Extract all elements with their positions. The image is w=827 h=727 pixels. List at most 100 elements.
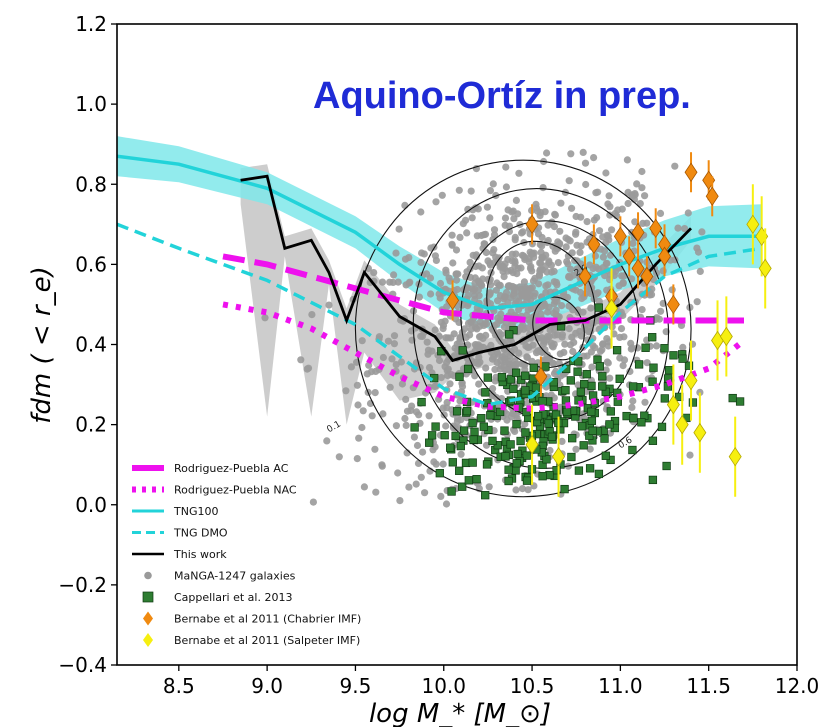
manga-point: [474, 277, 483, 285]
manga-point: [698, 228, 706, 236]
manga-point: [583, 218, 591, 226]
cappellari-point: [562, 407, 572, 417]
manga-point: [602, 366, 610, 374]
manga-point: [558, 437, 566, 445]
manga-point: [502, 410, 511, 418]
manga-point: [582, 180, 590, 189]
manga-point: [360, 483, 368, 491]
manga-point: [489, 249, 497, 257]
chabrier-point: [705, 186, 719, 206]
chabrier-point: [446, 290, 460, 311]
x-tick-label: 9.0: [251, 674, 283, 698]
cappellari-point: [504, 465, 513, 474]
manga-point: [605, 338, 613, 346]
cappellari-point: [648, 436, 658, 445]
manga-point: [521, 255, 529, 264]
cappellari-point: [587, 381, 596, 391]
cappellari-point: [576, 387, 585, 396]
manga-point: [402, 421, 410, 429]
cappellari-point: [481, 388, 490, 397]
manga-point: [593, 317, 601, 325]
cappellari-point: [447, 487, 456, 496]
manga-point: [448, 240, 456, 248]
manga-point: [297, 356, 305, 364]
cappellari-point: [462, 406, 472, 416]
manga-point: [572, 230, 580, 238]
manga-point: [510, 215, 518, 223]
manga-point: [501, 221, 509, 229]
cappellari-point: [477, 414, 486, 423]
manga-point: [363, 370, 371, 378]
manga-point: [427, 290, 435, 298]
manga-point: [508, 250, 516, 258]
cappellari-point: [506, 375, 515, 384]
cappellari-point: [678, 354, 687, 363]
manga-point: [486, 281, 495, 289]
manga-point: [693, 298, 701, 306]
manga-point: [606, 374, 614, 382]
cappellari-point: [495, 407, 505, 417]
manga-point: [527, 305, 535, 313]
manga-point: [606, 211, 614, 219]
legend-label: Rodriguez-Puebla AC: [174, 462, 289, 475]
cappellari-point: [483, 373, 492, 382]
manga-point: [540, 340, 548, 348]
manga-point: [587, 304, 595, 312]
manga-point: [620, 356, 629, 364]
manga-point: [475, 262, 483, 270]
cappellari-point: [468, 418, 477, 428]
cappellari-point: [448, 458, 457, 467]
manga-point: [502, 163, 510, 171]
manga-point: [504, 206, 512, 214]
x-tick-label: 10.5: [510, 674, 555, 698]
legend-label: This work: [173, 548, 227, 561]
manga-point: [502, 183, 510, 191]
manga-point: [477, 343, 485, 351]
manga-point: [471, 358, 479, 366]
cappellari-point: [531, 383, 541, 392]
cappellari-point: [605, 420, 614, 429]
manga-point: [606, 251, 615, 259]
manga-point: [368, 412, 376, 420]
manga-point: [556, 350, 564, 358]
manga-point: [638, 306, 646, 314]
salpeter-point: [675, 414, 689, 435]
cappellari-point: [493, 441, 502, 450]
cappellari-point: [588, 426, 597, 435]
chabrier-point: [534, 366, 548, 387]
x-tick-label: 10.0: [421, 674, 466, 698]
manga-point: [524, 343, 532, 351]
manga-point: [565, 302, 573, 310]
chabrier-point: [622, 246, 636, 267]
cappellari-point: [660, 344, 669, 353]
manga-point: [575, 267, 583, 275]
manga-point: [445, 274, 453, 282]
legend-label: TNG DMO: [173, 527, 228, 540]
manga-point: [589, 264, 597, 273]
manga-point: [415, 293, 423, 301]
manga-point: [487, 341, 495, 349]
manga-point: [431, 252, 439, 260]
cappellari-point: [547, 432, 557, 441]
manga-point: [586, 324, 594, 332]
cappellari-point: [431, 422, 440, 431]
manga-point: [638, 184, 646, 192]
manga-point: [471, 372, 479, 380]
cappellari-point: [521, 428, 530, 437]
manga-point: [568, 333, 576, 341]
manga-point: [470, 319, 478, 328]
manga-point: [516, 326, 524, 334]
manga-point: [309, 498, 317, 506]
manga-point: [398, 380, 406, 388]
manga-point: [527, 262, 535, 271]
legend-label: MaNGA-1247 galaxies: [174, 570, 296, 583]
manga-point: [430, 458, 438, 466]
manga-point: [480, 240, 488, 248]
manga-point: [648, 285, 656, 293]
x-axis-label: log M_* [M_⊙]: [369, 699, 551, 727]
manga-point: [602, 169, 610, 177]
manga-point: [489, 180, 497, 188]
manga-point: [679, 343, 687, 351]
manga-point: [388, 355, 396, 363]
manga-point: [474, 205, 482, 213]
